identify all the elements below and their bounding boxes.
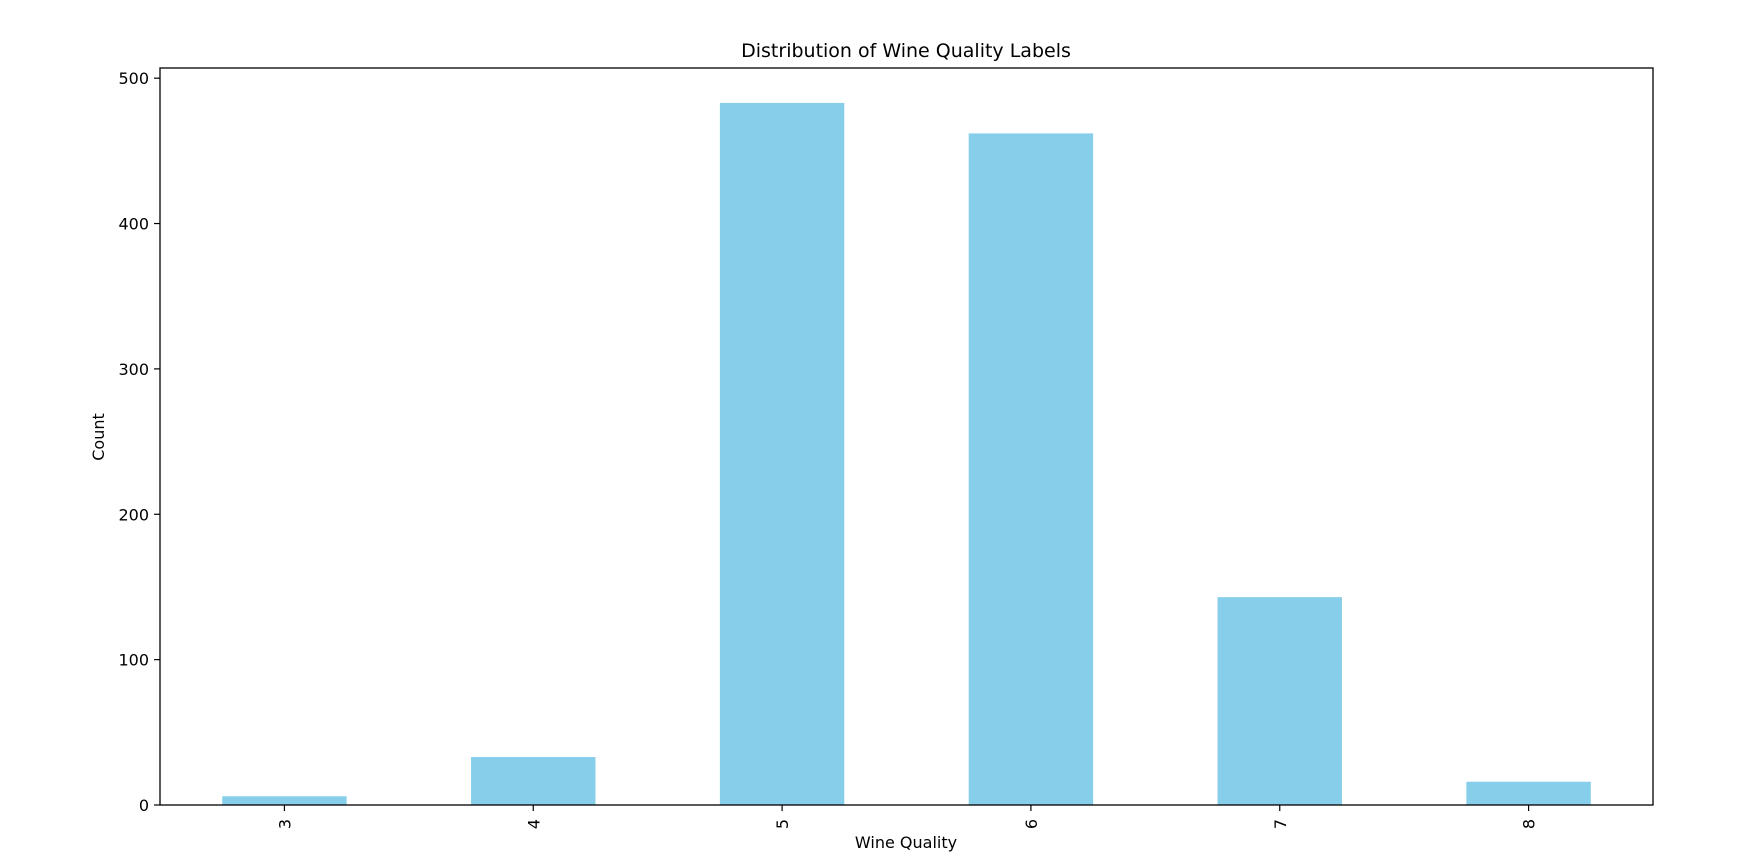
y-tick-label: 0 [139,796,149,815]
bar-quality-4 [471,757,596,805]
bar-quality-8 [1466,781,1591,805]
y-axis: 0 100 200 300 400 500 [118,69,160,815]
y-axis-title: Count [89,413,108,461]
plot-frame [159,67,1654,806]
x-tick-label: 5 [773,819,792,829]
x-tick-label: 4 [524,819,543,829]
x-tick-label: 7 [1271,819,1290,829]
y-tick-label: 100 [118,651,149,670]
x-axis-title: Wine Quality [855,833,957,852]
bar-quality-6 [968,133,1094,806]
x-tick-label: 3 [275,819,294,829]
y-tick-label: 400 [118,215,149,234]
y-tick-label: 500 [118,69,149,88]
x-tick-label: 6 [1022,819,1041,829]
x-tick-label: 8 [1520,819,1539,829]
bar-quality-3 [222,796,347,805]
bar-quality-7 [1217,597,1342,805]
bars-group [222,102,1591,806]
bar-quality-5 [719,102,845,805]
y-tick-label: 300 [118,360,149,379]
y-tick-label: 200 [118,505,149,524]
x-axis: 3 4 5 6 7 8 [275,805,1539,829]
chart-title: Distribution of Wine Quality Labels [741,40,1071,62]
